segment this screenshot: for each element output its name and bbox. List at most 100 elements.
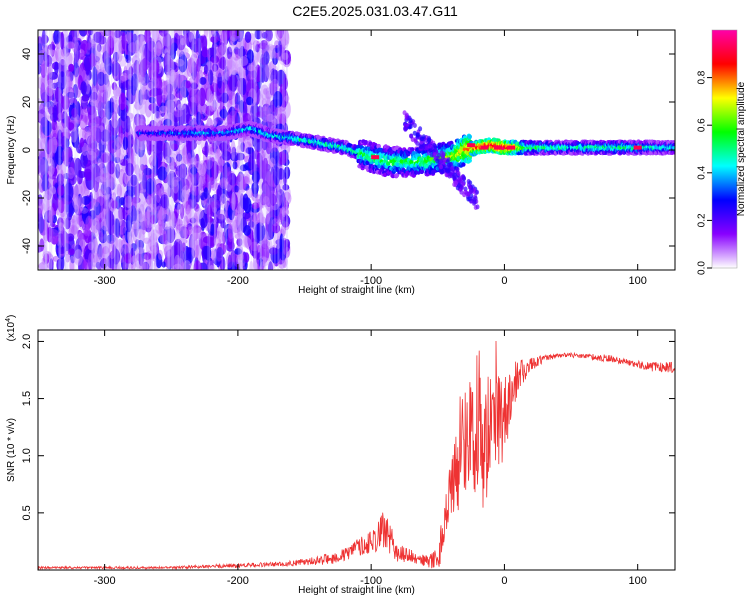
noise-cell bbox=[249, 260, 254, 270]
noise-cell bbox=[97, 163, 107, 183]
noise-stripe bbox=[271, 30, 274, 270]
noise-cell bbox=[184, 204, 192, 224]
noise-cell bbox=[83, 228, 92, 244]
noise-stripe bbox=[75, 30, 79, 270]
noise-stripe bbox=[98, 30, 100, 270]
noise-stripe bbox=[110, 30, 113, 270]
noise-stripe bbox=[114, 30, 116, 270]
noise-cell bbox=[38, 262, 48, 270]
noise-stripe bbox=[49, 30, 51, 270]
noise-stripe bbox=[106, 30, 109, 270]
noise-cell bbox=[243, 225, 251, 236]
noise-cell bbox=[135, 262, 141, 270]
noise-stripe bbox=[181, 30, 185, 270]
noise-cell bbox=[218, 224, 223, 244]
noise-cell bbox=[106, 234, 116, 244]
noise-stripe bbox=[286, 30, 288, 270]
noise-stripe bbox=[119, 30, 121, 270]
noise-stripe bbox=[177, 30, 180, 270]
noise-stripe bbox=[115, 30, 117, 270]
noise-stripe bbox=[259, 30, 262, 270]
noise-cell bbox=[156, 88, 163, 107]
noise-cell bbox=[83, 106, 91, 114]
noise-cell bbox=[157, 249, 163, 261]
noise-cell bbox=[97, 83, 106, 93]
noise-cell bbox=[242, 193, 249, 212]
noise-cell bbox=[186, 152, 192, 167]
noise-cell bbox=[254, 30, 263, 40]
noise-cell bbox=[215, 231, 222, 239]
noise-stripe bbox=[162, 30, 164, 270]
noise-stripe bbox=[94, 30, 98, 270]
noise-cell bbox=[157, 217, 162, 236]
noise-stripe bbox=[265, 30, 267, 270]
noise-cell bbox=[244, 31, 252, 43]
noise-cell bbox=[242, 211, 251, 220]
noise-stripe bbox=[267, 30, 270, 270]
noise-cell bbox=[233, 55, 243, 70]
noise-cell bbox=[282, 30, 289, 42]
noise-cell bbox=[228, 56, 235, 73]
noise-stripe bbox=[208, 30, 211, 270]
noise-stripe bbox=[167, 30, 170, 270]
noise-stripe bbox=[179, 30, 181, 270]
noise-cell bbox=[111, 82, 118, 91]
noise-cell bbox=[142, 261, 150, 270]
noise-cell bbox=[226, 166, 231, 185]
noise-stripe bbox=[50, 30, 53, 270]
noise-stripe bbox=[154, 30, 157, 270]
noise-cell bbox=[77, 255, 85, 270]
noise-cell bbox=[186, 204, 192, 222]
noise-stripe bbox=[274, 30, 276, 270]
noise-cell bbox=[191, 61, 198, 81]
noise-stripe bbox=[146, 30, 150, 270]
noise-cell bbox=[139, 34, 146, 55]
noise-stripe bbox=[185, 30, 187, 270]
noise-cell bbox=[245, 174, 250, 183]
noise-cell bbox=[206, 88, 213, 104]
noise-cell bbox=[69, 218, 78, 229]
noise-cell bbox=[122, 172, 128, 188]
chart-title: C2E5.2025.031.03.47.G11 bbox=[292, 3, 458, 19]
noise-stripe bbox=[136, 30, 138, 270]
noise-cell bbox=[57, 217, 64, 229]
noise-cell bbox=[68, 64, 75, 72]
noise-stripe bbox=[193, 30, 197, 270]
noise-stripe bbox=[96, 30, 99, 270]
noise-cell bbox=[201, 35, 208, 53]
noise-cell bbox=[70, 225, 78, 235]
noise-stripe bbox=[151, 30, 153, 270]
noise-cell bbox=[79, 137, 85, 148]
noise-stripe bbox=[132, 30, 134, 270]
noise-stripe bbox=[262, 30, 266, 270]
noise-cell bbox=[246, 96, 254, 106]
noise-cell bbox=[85, 57, 91, 76]
noise-stripe bbox=[44, 30, 48, 270]
noise-cell bbox=[148, 226, 155, 243]
noise-cell bbox=[74, 184, 79, 199]
noise-cell bbox=[240, 141, 246, 153]
spectrogram-cells bbox=[38, 30, 675, 270]
noise-stripe bbox=[281, 30, 284, 270]
noise-cell bbox=[68, 88, 75, 106]
noise-stripe bbox=[65, 30, 69, 270]
noise-cell bbox=[78, 193, 85, 212]
noise-stripe bbox=[103, 30, 106, 270]
noise-cell bbox=[84, 125, 93, 133]
noise-stripe bbox=[198, 30, 201, 270]
noise-cell bbox=[117, 55, 127, 67]
noise-cell bbox=[111, 233, 119, 249]
noise-stripe bbox=[91, 30, 94, 270]
noise-cell bbox=[120, 110, 127, 122]
noise-stripe bbox=[254, 30, 257, 270]
noise-stripe bbox=[139, 30, 143, 270]
noise-stripe bbox=[277, 30, 279, 270]
noise-cell bbox=[81, 94, 90, 102]
noise-stripe bbox=[169, 30, 173, 270]
noise-stripe bbox=[116, 30, 120, 270]
noise-cell bbox=[247, 112, 254, 122]
noise-cell bbox=[136, 34, 146, 42]
noise-cell bbox=[85, 30, 91, 36]
